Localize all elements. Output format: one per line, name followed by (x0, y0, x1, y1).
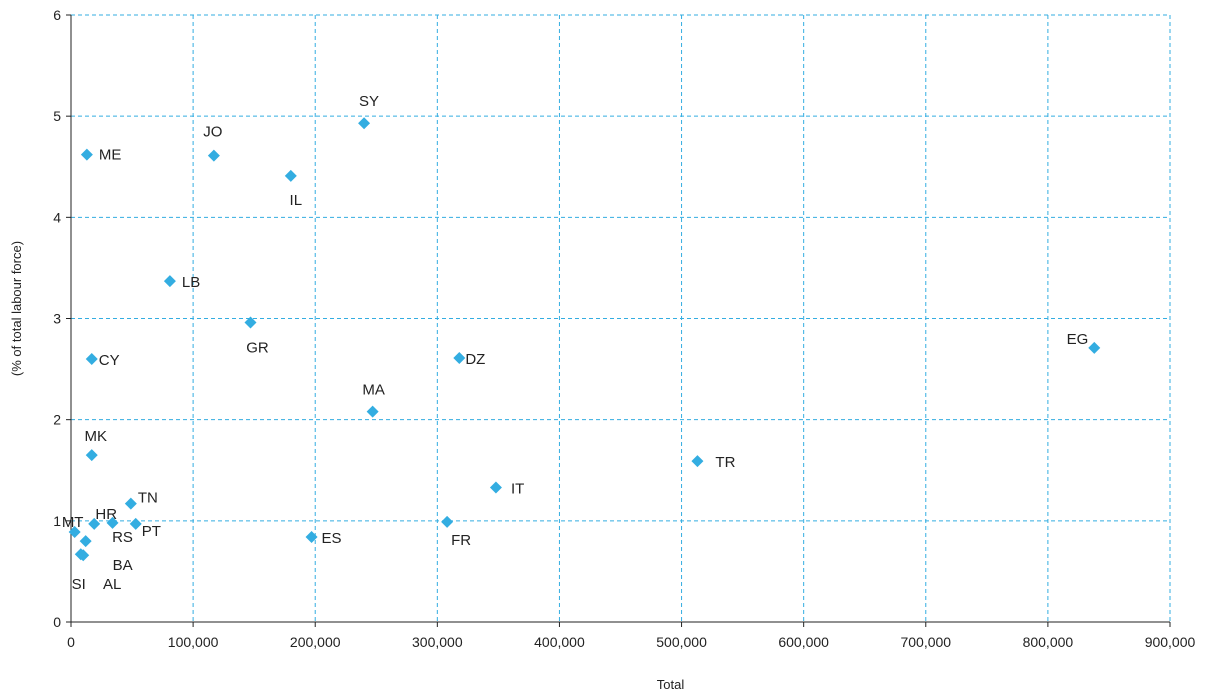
point-label-sy: SY (359, 93, 379, 110)
data-point-tr (691, 455, 704, 468)
point-label-hr: HR (95, 506, 117, 523)
data-point-lb (163, 275, 176, 288)
data-point-hr (88, 517, 101, 530)
data-point-es (305, 531, 318, 544)
point-label-lb: LB (182, 274, 200, 291)
tick-labels: 0 1 2 3 4 5 6 0 100,000 200,000 300,000 400,000 500,… (53, 7, 1195, 650)
point-label-me: ME (99, 147, 122, 164)
point-label-it: IT (511, 480, 524, 497)
data-point-rs (106, 516, 119, 529)
y-tick-label: 1 (53, 513, 61, 529)
y-tick-label: 2 (53, 412, 61, 428)
point-label-pt: PT (142, 523, 161, 540)
x-tick-label: 900,000 (1145, 634, 1196, 650)
point-labels: SY JO ME IL LB GR CY DZ EG MA MK TR IT TN FR HR PT RS MT ES… (62, 93, 1088, 593)
data-point-mt (68, 525, 81, 538)
data-point-cy (85, 352, 98, 365)
point-label-rs: RS (112, 529, 133, 546)
x-tick-label: 200,000 (290, 634, 341, 650)
x-axis-title: Total (657, 677, 685, 691)
x-tick-label: 0 (67, 634, 75, 650)
x-tick-label: 500,000 (656, 634, 707, 650)
point-label-eg: EG (1067, 331, 1089, 348)
data-point-pt (129, 517, 142, 530)
point-label-tr: TR (715, 454, 735, 471)
x-tick-label: 800,000 (1023, 634, 1074, 650)
point-label-mk: MK (85, 428, 108, 445)
data-point-al (77, 549, 90, 562)
y-tick-label: 4 (53, 209, 61, 225)
point-label-si: SI (72, 576, 86, 593)
point-label-cy: CY (99, 352, 120, 369)
point-label-dz: DZ (465, 351, 485, 368)
y-tick-label: 3 (53, 311, 61, 327)
data-point-fr (441, 515, 454, 528)
point-label-il: IL (290, 192, 303, 209)
data-point-dz (453, 351, 466, 364)
y-tick-label: 5 (53, 108, 61, 124)
x-tick-label: 700,000 (900, 634, 951, 650)
x-tick-label: 600,000 (778, 634, 829, 650)
grid (71, 14, 1171, 622)
y-axis-title: (% of total labour force) (9, 241, 24, 376)
point-label-al: AL (103, 576, 121, 593)
data-point-eg (1088, 341, 1101, 354)
point-label-jo: JO (203, 124, 222, 141)
data-point-it (489, 481, 502, 494)
data-point-me (80, 148, 93, 161)
point-label-ma: MA (362, 382, 385, 399)
data-point-ba (79, 535, 92, 548)
x-tick-label: 300,000 (412, 634, 463, 650)
point-label-mt: MT (62, 514, 84, 531)
data-point-mk (85, 449, 98, 462)
data-points (68, 117, 1101, 562)
data-point-sy (358, 117, 371, 130)
point-label-tn: TN (138, 490, 158, 507)
x-tick-label: 100,000 (168, 634, 219, 650)
data-point-ma (366, 405, 379, 418)
data-point-jo (207, 149, 220, 162)
data-point-tn (124, 497, 137, 510)
data-point-gr (244, 316, 257, 329)
point-label-gr: GR (246, 340, 269, 357)
y-tick-label: 6 (53, 7, 61, 23)
point-label-ba: BA (113, 557, 133, 574)
x-tick-label: 400,000 (534, 634, 585, 650)
y-tick-label: 0 (53, 614, 61, 630)
data-point-il (284, 169, 297, 182)
point-label-fr: FR (451, 532, 471, 549)
point-label-es: ES (322, 530, 342, 547)
axes (66, 14, 1171, 627)
